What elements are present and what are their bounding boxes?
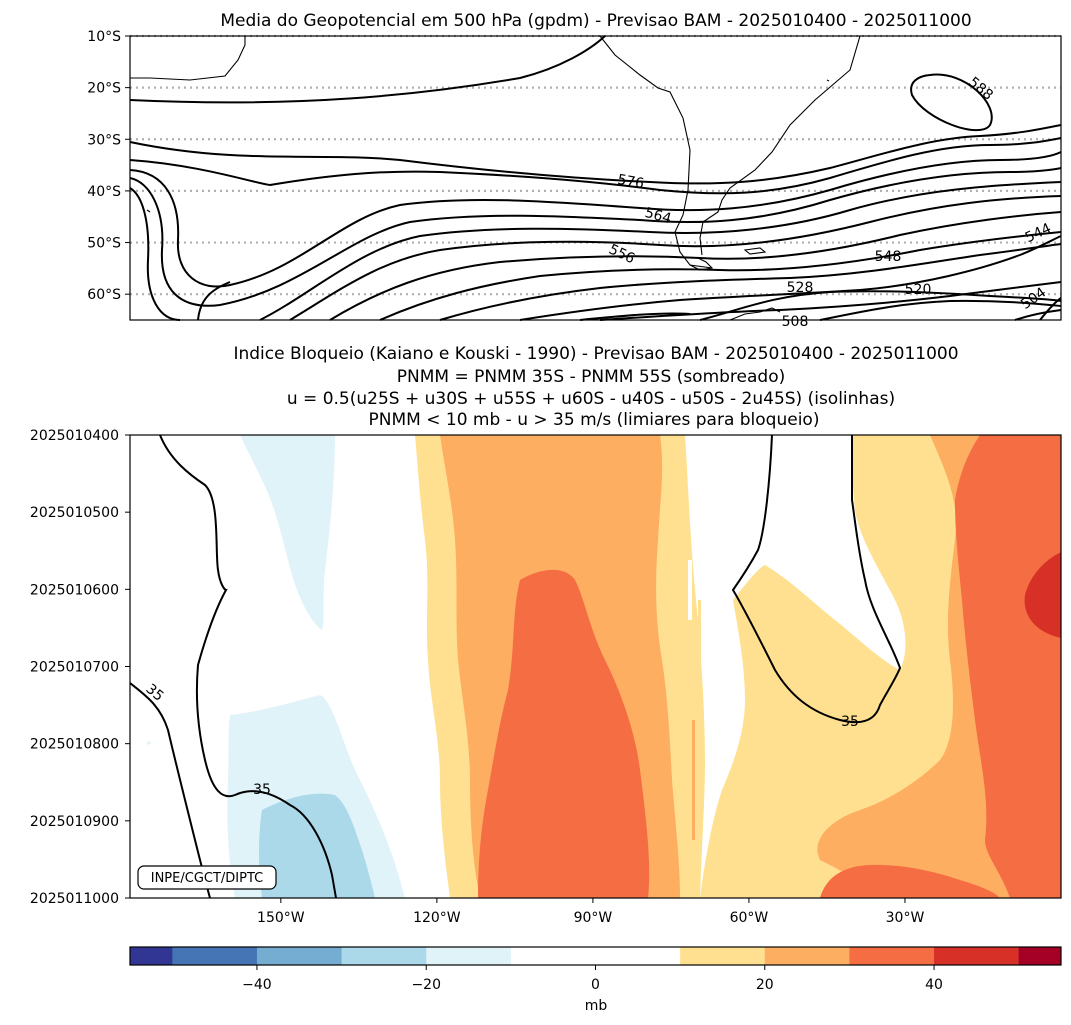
colorbar-segment — [426, 947, 512, 965]
colorbar-segment — [130, 947, 173, 965]
blocking-x-tick-label: 60°W — [730, 910, 769, 926]
coastline-patagonia — [689, 257, 714, 271]
pnmm-negative-fills — [147, 435, 405, 898]
coastlines — [130, 35, 861, 321]
contour-572 — [129, 151, 1062, 288]
u-isoline-35 — [159, 434, 337, 899]
map-contour-label: 564 — [643, 205, 673, 227]
pnmm-fill-neg10 — [240, 435, 335, 630]
blocking-y-tick-label: 2025011000 — [30, 891, 119, 907]
map-frame — [129, 35, 1062, 321]
blocking-y-tick-label: 2025010500 — [30, 505, 119, 521]
contour-504 — [1039, 297, 1062, 321]
blocking-y-tick-label: 2025010600 — [30, 582, 119, 598]
map-y-tick-label: 30°S — [87, 132, 121, 148]
colorbar-segment — [849, 947, 935, 965]
pnmm-fill-neg20 — [259, 793, 375, 898]
map-title: Media do Geopotencial em 500 hPa (gpdm) … — [220, 11, 971, 31]
pnmm-stripes — [688, 560, 701, 840]
map-contour-label: 548 — [875, 249, 902, 265]
colorbar-segment — [764, 947, 850, 965]
colorbar-segment — [256, 947, 343, 965]
watermark-box — [137, 865, 277, 890]
contour-528 — [699, 290, 1062, 321]
colorbar-tick-label: −20 — [411, 977, 441, 993]
colorbar-label: mb — [585, 998, 608, 1014]
pnmm-fill-30-40 — [955, 435, 1061, 898]
map-y-tick-label: 10°S — [87, 29, 121, 45]
blocking-y-tick-label: 2025010800 — [30, 737, 119, 753]
blocking-x-tick-label: 90°W — [574, 910, 613, 926]
map-y-tick-label: 40°S — [87, 184, 121, 200]
contour-576 — [129, 137, 1062, 195]
colorbar-segment — [172, 947, 258, 965]
blocking-title-line: PNMM = PNMM 35S - PNMM 55S (sombreado) — [397, 367, 786, 387]
blocking-panel: 35 35 35 INPE/CGCT/DIPTC — [129, 434, 1061, 899]
blocking-title-line: Indice Bloqueio (Kaiano e Kouski - 1990)… — [233, 344, 958, 364]
blocking-contour-label: 35 — [841, 714, 859, 730]
colorbar — [130, 947, 1062, 965]
coastline-island-pacific — [146, 209, 151, 213]
colorbar-tick-label: 0 — [591, 977, 600, 993]
contour-568 — [129, 167, 1062, 307]
pnmm-positive-fills — [415, 435, 1061, 898]
colorbar-tick-label: −40 — [242, 977, 272, 993]
map-contour-label: 508 — [782, 314, 809, 330]
contour-588 — [910, 73, 993, 132]
contour-592 — [579, 312, 691, 321]
map-contour-label: 520 — [905, 282, 932, 298]
blocking-y-ticks: 2025010400 2025010500 2025010600 2025010700… — [30, 428, 130, 907]
pnmm-fill-neg10 — [147, 741, 152, 745]
contour-580 — [129, 124, 1062, 185]
contour-552 — [379, 231, 1062, 321]
map-contour-label: 576 — [616, 172, 645, 192]
colorbar-tick-label: 20 — [756, 977, 774, 993]
u-isoline-35 — [731, 434, 902, 724]
contour-564 — [129, 181, 1062, 321]
map-y-tick-label: 50°S — [87, 236, 121, 252]
colorbar-segment — [1018, 947, 1062, 965]
map-y-ticks: 10°S 20°S 30°S 40°S 50°S 60°S — [87, 29, 130, 303]
blocking-y-tick-label: 2025010900 — [30, 814, 119, 830]
map-y-tick-label: 60°S — [87, 287, 121, 303]
map-panel: 588 576 564 556 548 544 528 520 508 504 — [129, 34, 1062, 330]
colorbar-segment — [934, 947, 1020, 965]
contour-560 — [197, 195, 1062, 321]
colorbar-segment — [510, 947, 596, 965]
colorbar-segment — [680, 947, 766, 965]
map-contour-label: 528 — [787, 280, 814, 296]
blocking-title: Indice Bloqueio (Kaiano e Kouski - 1990)… — [233, 344, 958, 430]
colorbar-segment — [595, 947, 681, 965]
coastline-south-america-west — [599, 35, 713, 269]
blocking-x-tick-label: 30°W — [886, 910, 925, 926]
colorbar-tick-label: 40 — [925, 977, 943, 993]
blocking-y-tick-label: 2025010400 — [30, 428, 119, 444]
watermark-text: INPE/CGCT/DIPTC — [151, 871, 263, 886]
colorbar-segment — [341, 947, 427, 965]
contour-556 — [329, 211, 1062, 321]
pnmm-fill-10-20 — [770, 818, 805, 832]
coastline-africa — [130, 36, 246, 81]
blocking-x-ticks: 150°W 120°W 90°W 60°W 30°W — [257, 898, 924, 926]
contour-508 — [1014, 309, 1062, 321]
coastline-falklands — [743, 247, 767, 255]
pnmm-fill-30-40 — [478, 569, 650, 898]
coastline-island-atlantic — [826, 79, 830, 82]
contour-584 — [129, 35, 606, 104]
map-y-tick-label: 20°S — [87, 81, 121, 97]
pnmm-fill-30-40 — [820, 864, 1000, 898]
blocking-x-tick-label: 150°W — [257, 910, 305, 926]
blocking-title-line: PNMM < 10 mb - u > 35 m/s (limiares para… — [369, 410, 820, 430]
pnmm-fill-40-50 — [1024, 552, 1061, 638]
geopotential-contours — [129, 35, 1062, 321]
contour-520 — [819, 299, 1062, 321]
blocking-y-tick-label: 2025010700 — [30, 660, 119, 676]
colorbar-ticks: −40 −20 0 20 40 — [242, 965, 943, 993]
coastline-south-america-east — [699, 35, 861, 256]
blocking-title-line: u = 0.5(u25S + u30S + u55S + u60S - u40S… — [287, 389, 895, 409]
blocking-contour-label: 35 — [253, 782, 271, 798]
contour-548 — [439, 243, 1062, 321]
blocking-x-tick-label: 120°W — [413, 910, 461, 926]
